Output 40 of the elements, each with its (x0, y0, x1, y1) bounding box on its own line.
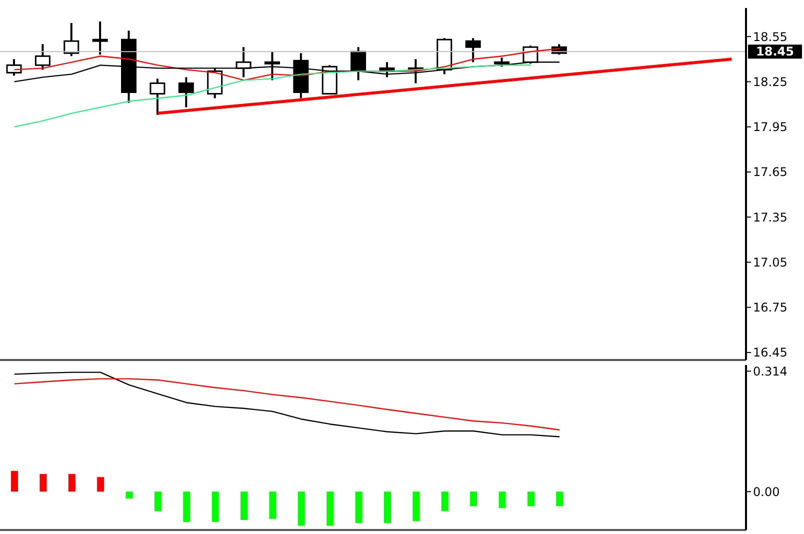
candlestick (178, 76, 194, 108)
bar (412, 492, 420, 522)
bar (240, 492, 248, 520)
bar (527, 492, 534, 506)
bar (40, 474, 47, 492)
line-series (14, 378, 560, 430)
bar (97, 477, 104, 492)
bar (11, 470, 18, 492)
bar (298, 492, 305, 526)
bar (269, 492, 276, 519)
bar (441, 492, 448, 512)
bar (326, 492, 334, 526)
line-series (14, 372, 560, 438)
y-tick-label: 0.00 (753, 484, 780, 499)
candlestick (150, 78, 166, 116)
bar (183, 492, 190, 522)
bar (470, 492, 478, 506)
y-tick-label: 17.65 (753, 165, 788, 180)
bar (556, 492, 564, 506)
candlestick (64, 22, 80, 58)
bar (68, 474, 76, 492)
y-tick-label: 17.05 (753, 255, 788, 270)
candlestick (465, 37, 481, 64)
bar (126, 492, 133, 499)
ref-line-label: 18.45 (756, 44, 794, 59)
bar (355, 492, 362, 524)
candlestick (92, 20, 108, 56)
y-tick-label: 17.35 (753, 210, 788, 224)
y-tick-label: 16.45 (753, 346, 788, 360)
candlestick (34, 43, 50, 71)
bar (498, 492, 506, 508)
y-tick-label: 16.75 (753, 300, 788, 315)
candlestick (6, 58, 22, 77)
y-tick-label: 17.95 (753, 120, 788, 134)
y-tick-label: 18.55 (753, 30, 788, 44)
bar (384, 492, 391, 524)
bar (154, 492, 162, 512)
y-tick-label: 0.314 (753, 364, 788, 378)
y-tick-label: 18.25 (753, 74, 788, 89)
bar (212, 492, 219, 522)
